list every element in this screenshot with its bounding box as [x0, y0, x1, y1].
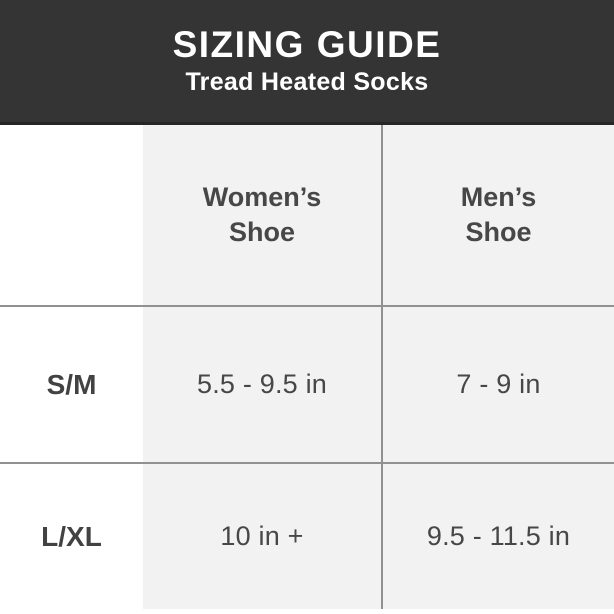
cell-lxl-womens: 10 in + [143, 462, 381, 609]
cell-lxl-womens-value: 10 in + [220, 521, 304, 551]
col-header-mens-shoe: Men’s Shoe [381, 125, 614, 305]
header-banner: SIZING GUIDE Tread Heated Socks [0, 0, 614, 125]
cell-sm-womens-value: 5.5 - 9.5 in [197, 369, 327, 399]
corner-cell [0, 125, 143, 305]
row-label-lxl-text: L/XL [41, 520, 102, 552]
col-header-mens-shoe-label: Men’s Shoe [460, 182, 537, 247]
page-subtitle: Tread Heated Socks [185, 68, 429, 97]
row-label-lxl: L/XL [0, 462, 143, 609]
sizing-table: Women’s Shoe Men’s Shoe S/M 5.5 - 9.5 in… [0, 125, 614, 609]
cell-sm-mens-value: 7 - 9 in [456, 369, 541, 399]
cell-sm-womens: 5.5 - 9.5 in [143, 305, 381, 462]
row-label-sm: S/M [0, 305, 143, 462]
cell-lxl-mens-value: 9.5 - 11.5 in [426, 521, 571, 551]
col-header-womens-shoe: Women’s Shoe [143, 125, 381, 305]
cell-sm-mens: 7 - 9 in [381, 305, 614, 462]
cell-lxl-mens: 9.5 - 11.5 in [381, 462, 614, 609]
page-title: SIZING GUIDE [172, 24, 442, 66]
row-label-sm-text: S/M [46, 368, 97, 400]
col-header-womens-shoe-label: Women’s Shoe [202, 182, 322, 247]
